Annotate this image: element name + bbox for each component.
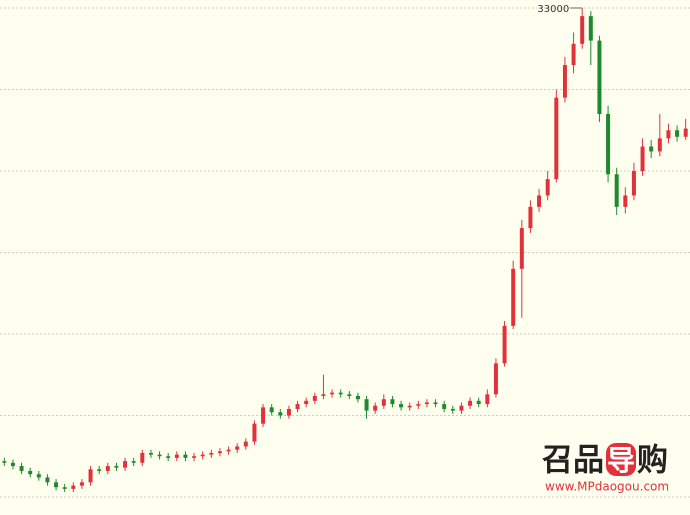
candle-body xyxy=(528,206,533,229)
candle-body xyxy=(631,171,636,196)
candle-body xyxy=(562,65,567,98)
candle-body xyxy=(416,404,421,406)
candle-body xyxy=(597,40,602,114)
grid xyxy=(0,7,690,498)
candle-body xyxy=(373,405,378,411)
candle-body xyxy=(200,454,205,457)
watermark-title: 导 xyxy=(607,444,635,477)
candle-body xyxy=(545,179,550,196)
candle-body xyxy=(485,394,490,405)
candle-body xyxy=(131,461,136,463)
candle-body xyxy=(28,470,33,475)
candle-body xyxy=(519,228,524,269)
candle-body xyxy=(399,404,404,408)
candle-body xyxy=(623,195,628,207)
candle-body xyxy=(640,146,645,171)
candle-body xyxy=(97,469,102,471)
candle-body xyxy=(312,395,317,401)
candle-body xyxy=(62,487,67,489)
candle-body xyxy=(571,43,576,66)
candle-body xyxy=(614,174,619,207)
watermark-title: 购 xyxy=(637,443,668,479)
candle-body xyxy=(649,146,654,152)
candle-body xyxy=(330,392,335,395)
candle-body xyxy=(252,423,257,442)
candle-body xyxy=(450,408,455,411)
candle-body xyxy=(54,482,59,488)
candle-body xyxy=(390,399,395,405)
candle-body xyxy=(683,128,688,137)
candle-body xyxy=(235,446,240,450)
candle-body xyxy=(580,16,585,44)
candle-body xyxy=(123,461,128,468)
candle-body xyxy=(88,469,93,483)
candle-body xyxy=(657,138,662,152)
candle-body xyxy=(476,400,481,405)
candles xyxy=(2,8,688,493)
candle-body xyxy=(493,363,498,395)
candle-body xyxy=(105,466,110,471)
annotation: 33000 xyxy=(537,4,569,15)
candle-body xyxy=(226,449,231,452)
candle-body xyxy=(459,405,464,411)
candle-body xyxy=(606,113,611,175)
candle-body xyxy=(217,451,222,453)
watermark-title: 召品 xyxy=(542,443,604,479)
candle-body xyxy=(537,195,542,207)
candle-body xyxy=(304,400,309,405)
candle-body xyxy=(79,482,84,486)
candle-body xyxy=(148,452,153,455)
candle-body xyxy=(278,412,283,416)
candle-body xyxy=(424,402,429,405)
candle-body xyxy=(10,462,15,467)
candle-body xyxy=(666,130,671,139)
watermark-url: www.MPdaogou.com xyxy=(545,480,669,494)
candle-body xyxy=(347,394,352,396)
candle-body xyxy=(675,130,680,137)
candle-body xyxy=(468,400,473,406)
candle-body xyxy=(355,395,360,400)
candle-body xyxy=(174,454,179,458)
candle-body xyxy=(209,452,214,455)
candle-body xyxy=(261,407,266,424)
candle-body xyxy=(19,466,24,471)
candle-body xyxy=(286,408,291,416)
candle-body xyxy=(295,404,300,409)
candle-body xyxy=(157,454,162,457)
candle-body xyxy=(2,461,7,463)
candle-body xyxy=(554,97,559,180)
candle-body xyxy=(511,268,516,326)
candle-body xyxy=(442,404,447,409)
candle-body xyxy=(433,402,438,405)
candle-body xyxy=(407,405,412,408)
candle-body xyxy=(71,485,76,489)
candle-body xyxy=(502,325,507,364)
candle-body xyxy=(45,477,50,483)
watermark-badge xyxy=(606,443,636,476)
candle-body xyxy=(364,399,369,411)
candle-body xyxy=(381,399,386,406)
candle-body xyxy=(183,454,188,458)
candle-body xyxy=(166,456,171,458)
candle-body xyxy=(321,394,326,396)
candle-body xyxy=(243,441,248,447)
candle-body xyxy=(192,456,197,458)
watermark: 召品 导 购 www.MPdaogou.com xyxy=(542,443,669,494)
candle-body xyxy=(588,16,593,41)
candle-body xyxy=(269,407,274,413)
candle-body xyxy=(114,466,119,468)
candle-body xyxy=(338,392,343,395)
candle-body xyxy=(36,474,41,478)
candle-body xyxy=(140,452,145,463)
